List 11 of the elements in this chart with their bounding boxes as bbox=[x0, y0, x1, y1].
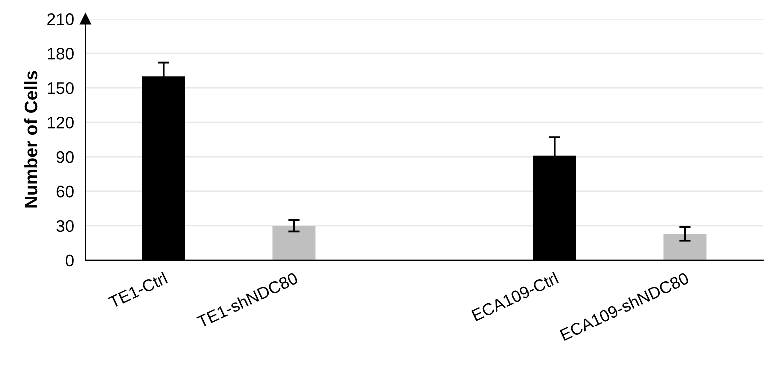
bar bbox=[272, 226, 316, 260]
bar bbox=[664, 234, 707, 260]
y-tick-label: 90 bbox=[56, 151, 74, 164]
y-tick-label: 180 bbox=[48, 48, 74, 60]
y-tick-label: 150 bbox=[48, 82, 74, 94]
y-tick-label: 120 bbox=[48, 116, 74, 129]
y-tick-label: 60 bbox=[56, 186, 74, 198]
y-tick-label: 30 bbox=[56, 220, 74, 232]
y-tick-label: 0 bbox=[66, 254, 74, 267]
y-axis-title: Number of Cells bbox=[24, 71, 38, 208]
y-tick-label: 210 bbox=[48, 14, 74, 26]
